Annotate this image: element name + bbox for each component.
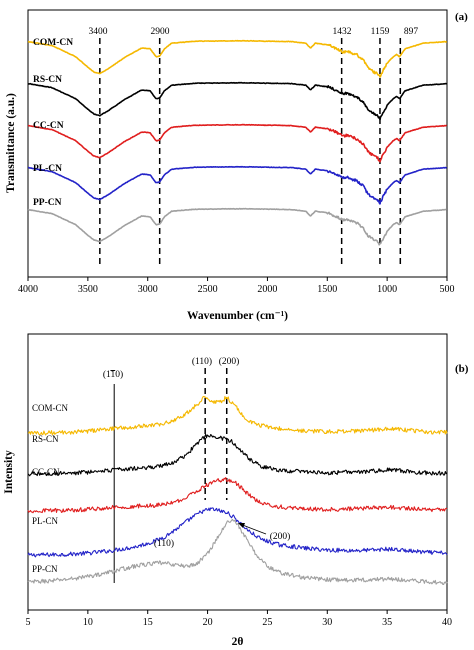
ftir-x-tick-label-3500: 3500 <box>78 284 98 295</box>
ftir-x-axis: 4000 3500 3000 2500 2000 1500 1000 500 <box>18 277 455 295</box>
xrd-curve-rs-cn <box>27 433 448 477</box>
xrd-marker-label-110: (110) <box>192 356 212 367</box>
ftir-label-rs-cn: RS-CN <box>33 75 62 85</box>
xrd-pp-annot-200: (200) <box>270 531 291 542</box>
xrd-plot-frame <box>27 333 448 611</box>
ftir-x-tick-label-4000: 4000 <box>18 284 38 295</box>
ftir-marker-label-3400: 3400 <box>89 27 108 37</box>
ftir-plot-frame <box>27 9 448 278</box>
xrd-curve-pl-cn <box>27 507 448 558</box>
ftir-x-tick-label-1500: 1500 <box>317 284 337 295</box>
xrd-label-rs-cn: RS-CN <box>32 434 59 444</box>
ftir-marker-label-2900: 2900 <box>151 27 170 37</box>
ftir-label-pp-cn: PP-CN <box>33 198 62 208</box>
ftir-marker-label-897: 897 <box>404 27 419 37</box>
xrd-x-tick-label-25: 25 <box>262 617 272 628</box>
ftir-curve-rs-cn <box>27 81 447 121</box>
xrd-pp-annot-arrowhead <box>238 523 245 528</box>
xrd-x-tick-label-20: 20 <box>203 617 213 628</box>
xrd-label-cc-cn: CC-CN <box>32 467 60 477</box>
ftir-curve-cc-cn <box>27 123 447 163</box>
xrd-peak-markers <box>113 368 228 583</box>
xrd-x-axis-label: 2θ <box>232 636 244 648</box>
ftir-label-com-cn: COM-CN <box>33 38 73 48</box>
xrd-y-axis-label: Intensity <box>3 450 15 494</box>
xrd-x-tick-label-35: 35 <box>382 617 392 628</box>
ftir-curve-pp-cn <box>27 207 447 246</box>
ftir-x-tick-label-2000: 2000 <box>257 284 277 295</box>
xrd-label-pp-cn: PP-CN <box>32 564 58 574</box>
ftir-x-axis-label: Wavenumber (cm⁻¹) <box>187 310 288 322</box>
ftir-x-tick-label-3000: 3000 <box>138 284 158 295</box>
xrd-pp-annot-110: (110) <box>154 538 174 549</box>
ftir-curves <box>27 39 448 246</box>
xrd-x-tick-label-15: 15 <box>143 617 153 628</box>
xrd-label-pl-cn: PL-CN <box>32 516 59 526</box>
ftir-x-tick-label-2500: 2500 <box>198 284 218 295</box>
xrd-marker-label-1-10: (110) <box>103 369 123 380</box>
ftir-x-tick-label-500: 500 <box>440 284 455 295</box>
ftir-marker-label-1432: 1432 <box>333 27 352 37</box>
xrd-panel: (b) 5 10 15 20 25 30 35 40 COM-CN RS-CN CC-CN P… <box>3 333 469 648</box>
xrd-x-tick-label-40: 40 <box>442 617 452 628</box>
panel-a-tag: (a) <box>455 11 468 23</box>
panel-b-tag: (b) <box>455 363 469 375</box>
xrd-x-axis: 5 10 15 20 25 30 35 40 <box>26 610 452 628</box>
xrd-curves <box>27 395 448 586</box>
ftir-curve-com-cn <box>27 39 448 78</box>
xrd-curve-com-cn <box>27 395 448 436</box>
ftir-y-axis-label: Transmittance (a.u.) <box>5 93 17 193</box>
xrd-x-tick-label-30: 30 <box>322 617 332 628</box>
xrd-curve-cc-cn <box>27 477 448 514</box>
ftir-x-tick-label-1000: 1000 <box>377 284 397 295</box>
ftir-curve-pl-cn <box>27 165 447 205</box>
ftir-label-pl-cn: PL-CN <box>33 164 62 174</box>
xrd-x-tick-label-5: 5 <box>26 617 31 628</box>
ftir-panel: (a) 4000 3500 3000 2500 2000 1500 1000 500 COM-… <box>5 9 468 322</box>
xrd-pp-annot-arrow-line <box>239 523 267 535</box>
xrd-x-tick-label-10: 10 <box>83 617 93 628</box>
ftir-peak-markers <box>99 38 402 265</box>
ftir-marker-label-1159: 1159 <box>371 27 390 37</box>
xrd-label-com-cn: COM-CN <box>32 403 69 413</box>
ftir-label-cc-cn: CC-CN <box>33 121 64 131</box>
xrd-marker-label-200: (200) <box>219 356 240 367</box>
xrd-curve-pp-cn <box>27 518 448 586</box>
